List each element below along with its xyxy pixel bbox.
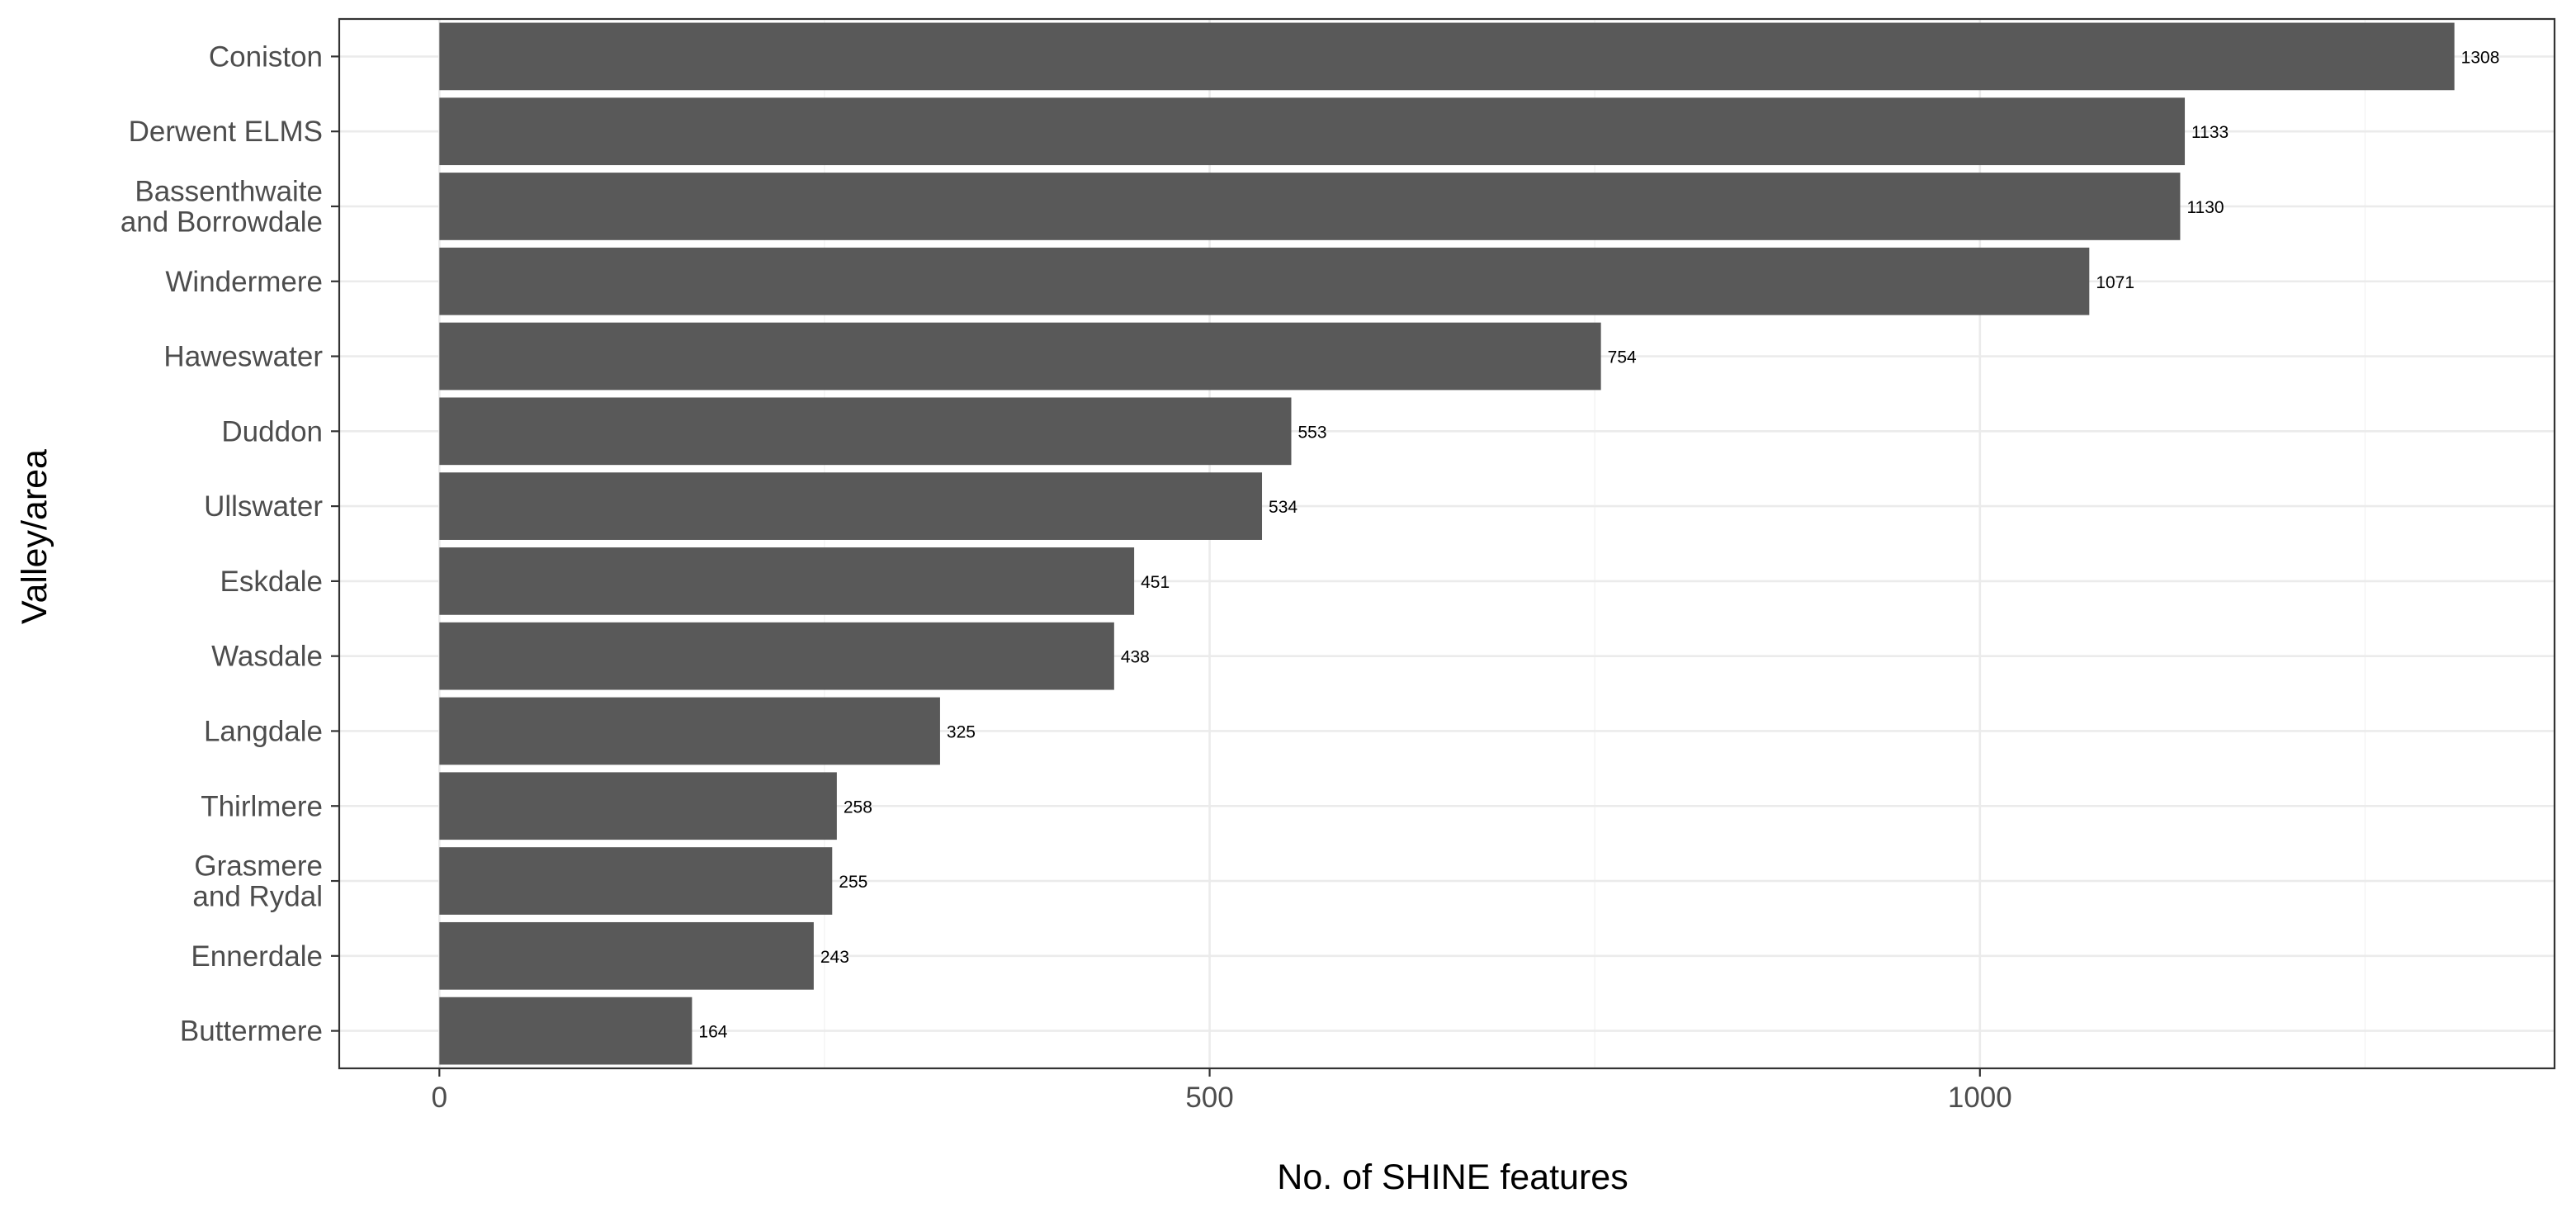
category-label: Windermere <box>165 266 323 298</box>
category-label: Derwent ELMS <box>129 116 323 148</box>
value-label: 325 <box>947 722 976 741</box>
x-tick-label: 500 <box>1185 1082 1233 1114</box>
value-label: 243 <box>820 948 849 967</box>
bar <box>439 173 2181 240</box>
category-label: Ullswater <box>204 490 323 523</box>
value-label: 1130 <box>2186 198 2224 217</box>
category-label: Langdale <box>204 715 323 747</box>
category-label: Duddon <box>221 415 323 447</box>
value-label: 164 <box>698 1023 727 1042</box>
value-labels: 1308 1133 1130 1071 754 553 534 451 438 325 258 255… <box>698 48 2499 1041</box>
value-label: 438 <box>1121 648 1150 667</box>
value-label: 534 <box>1269 498 1297 517</box>
value-label: 1133 <box>2191 123 2229 142</box>
category-label: Haweswater <box>163 341 323 373</box>
category-label: Grasmere and Rydal <box>192 850 323 913</box>
category-label: Bassenthwaite and Borrowdale <box>121 175 323 238</box>
bar <box>439 397 1292 466</box>
x-axis-title: No. of SHINE features <box>1277 1158 1628 1197</box>
category-label: Thirlmere <box>201 790 323 822</box>
bar <box>439 22 2455 91</box>
value-label: 451 <box>1141 573 1170 592</box>
category-label: Ennerdale <box>191 940 323 973</box>
value-label: 255 <box>839 873 867 892</box>
bars <box>439 22 2455 1065</box>
value-label: 258 <box>844 798 872 817</box>
y-axis: Coniston Derwent ELMS Bassenthwaite and Bor… <box>121 40 339 1048</box>
bar <box>439 472 1263 540</box>
value-label: 1308 <box>2461 48 2500 67</box>
bar <box>439 847 833 915</box>
bar <box>439 921 814 990</box>
panel-border <box>338 17 2556 1070</box>
category-label: Wasdale <box>211 641 323 673</box>
bar <box>439 322 1601 391</box>
value-label: 1071 <box>2096 273 2134 292</box>
category-label: Eskdale <box>220 566 323 598</box>
x-tick-label: 0 <box>432 1082 447 1114</box>
bar <box>439 772 837 840</box>
bar <box>439 697 940 765</box>
category-label: Coniston <box>209 40 323 73</box>
bar <box>439 247 2090 315</box>
bar <box>439 97 2186 166</box>
x-axis: 0 500 1000 <box>432 1068 2012 1114</box>
bar <box>439 547 1135 615</box>
bar <box>439 997 692 1065</box>
y-axis-title: Valley/area <box>15 449 54 624</box>
value-label: 553 <box>1297 423 1326 442</box>
bar <box>439 622 1114 690</box>
x-tick-label: 1000 <box>1948 1082 2012 1114</box>
value-label: 754 <box>1608 348 1637 367</box>
category-label: Buttermere <box>180 1016 323 1048</box>
